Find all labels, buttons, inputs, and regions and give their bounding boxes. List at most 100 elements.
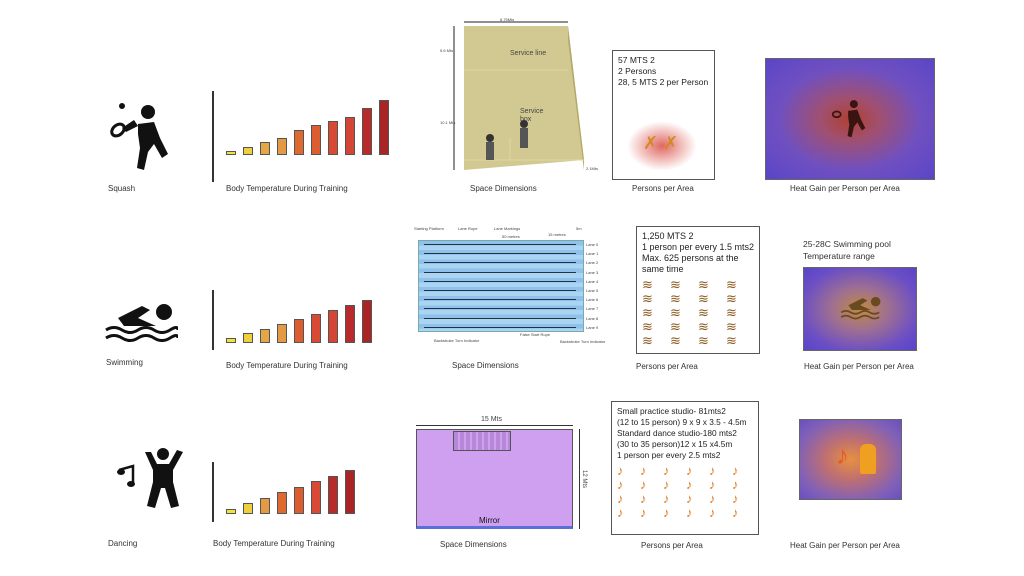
- starting-platform-label: Starting Platform: [414, 226, 444, 231]
- swimmer-icon: ≋: [726, 305, 737, 320]
- length-label: 50 metres: [502, 234, 520, 239]
- lane-label: Lane 6: [586, 297, 599, 303]
- persons-box: 57 MTS 2 2 Persons 28, 5 MTS 2 per Perso…: [612, 50, 715, 180]
- swimmer-icon: ≋: [642, 277, 653, 292]
- space-label: Space Dimensions: [470, 184, 537, 193]
- width-label: 15 Mts: [481, 416, 503, 423]
- temperature-bar: [345, 304, 355, 343]
- swimmer-icon: ≋: [726, 319, 737, 334]
- dancer-icon: ♪: [617, 505, 624, 520]
- swimmer-icon: ≋: [698, 333, 709, 348]
- swimmer-icon: ≋: [698, 305, 709, 320]
- persons-box: Small practice studio- 81mts2 (12 to 15 …: [611, 401, 759, 535]
- dancer-icon: ♪: [732, 491, 739, 506]
- dancer-icon: ♪: [640, 491, 647, 506]
- dancer-icon: ♪: [709, 491, 716, 506]
- temperature-bar: [328, 121, 338, 155]
- lane-rope: [424, 308, 576, 310]
- swimmer-icon: ≋: [670, 291, 681, 306]
- depth-label: 12 Mts: [581, 469, 588, 489]
- lane-rope: [424, 253, 576, 255]
- persons-line: Max. 625 persons at the: [642, 253, 739, 263]
- persons-label: Persons per Area: [636, 362, 698, 371]
- chart-label: Body Temperature During Training: [213, 539, 335, 548]
- stairs-icon: [453, 431, 511, 451]
- dancer-icon: ♪: [663, 491, 670, 506]
- dancer-icon: ♪: [732, 477, 739, 492]
- persons-label: Persons per Area: [632, 184, 694, 193]
- temperature-bar: [226, 338, 236, 343]
- service-box-label: Service box: [520, 108, 544, 123]
- lane-label: Lane 7: [586, 306, 599, 312]
- temperature-bar: [277, 138, 287, 155]
- temperature-bar: [328, 309, 338, 343]
- temperature-bar: [311, 125, 321, 155]
- lane-rope: [424, 326, 576, 328]
- dim-height: 2.1Mts: [586, 166, 599, 171]
- persons-line: Standard dance studio-180 mts2: [617, 428, 737, 438]
- temperature-bar: [294, 129, 304, 155]
- five-label: 5m: [576, 226, 582, 231]
- temperature-bar: [243, 333, 253, 343]
- heat-note: 25-28C Swimming pool: [803, 239, 891, 249]
- temperature-bar: [226, 150, 236, 155]
- dancer-icon: ♪: [663, 505, 670, 520]
- temperature-bar: [277, 492, 287, 514]
- temperature-bar: [294, 319, 304, 343]
- swimmer-icon: ≋: [670, 333, 681, 348]
- divider: [212, 462, 214, 522]
- service-line-label: Service line: [510, 50, 547, 57]
- swimmer-icon: ≋: [726, 291, 737, 306]
- squash-player-icon: [831, 100, 866, 138]
- temperature-bar: [311, 481, 321, 514]
- persons-box: 1,250 MTS 2 1 person per every 1.5 mts2 …: [636, 226, 761, 354]
- dancer-icon: ♪: [686, 505, 693, 520]
- dancer-icon: ♪: [640, 477, 647, 492]
- lane-rope: [424, 262, 576, 264]
- lane-label: Lane 8: [586, 315, 599, 321]
- swimmer-icon: [105, 304, 178, 342]
- pool-diagram: Lane 0 Lane 1 Lane 2 Lane 3 Lane 4 Lane 5 Lane…: [414, 224, 605, 346]
- lane-label: Lane 3: [586, 269, 599, 275]
- dancer-icon: ♪: [709, 463, 716, 478]
- lane-rope: [424, 271, 576, 273]
- persons-line: 1 person per every 1.5 mts2: [642, 242, 755, 252]
- temperature-bar: [243, 503, 253, 514]
- fifteen-label: 15 metres: [548, 232, 566, 237]
- mirror-label: Mirror: [479, 516, 500, 525]
- swimmer-icon: ≋: [698, 291, 709, 306]
- divider: [212, 91, 214, 182]
- sport-label: Dancing: [108, 539, 138, 548]
- swimmer-icon: ≋: [698, 319, 709, 334]
- temperature-bar: [243, 146, 253, 155]
- lane-label: Lane 2: [586, 260, 599, 266]
- backstroke-right-label: Backstroke Turn Indicator: [560, 339, 606, 344]
- dancer-figure: [860, 444, 876, 474]
- divider: [212, 290, 214, 350]
- temperature-bar: [260, 497, 270, 514]
- sport-label: Swimming: [106, 358, 143, 367]
- persons-line: Small practice studio- 81mts2: [617, 406, 726, 416]
- heat-gain-image: [803, 267, 917, 351]
- dim-upper: 5.6 Mts: [440, 48, 454, 53]
- temperature-bar: [277, 323, 287, 343]
- lane-markings-label: Lane Markings: [494, 226, 521, 231]
- dim-lower: 10.1 Mts: [440, 120, 456, 125]
- swimmer-icon: [840, 296, 881, 320]
- dim-width: 6.75Mts: [500, 17, 515, 22]
- heat-label: Heat Gain per Person per Area: [790, 184, 900, 193]
- dancer-icon: ♪: [686, 463, 693, 478]
- dancer-icon-grid: ♪ ♪ ♪ ♪ ♪ ♪ ♪ ♪ ♪ ♪ ♪ ♪ ♪ ♪ ♪ ♪ ♪ ♪ ♪ ♪ ♪ ♪ ♪ ♪: [617, 463, 753, 520]
- pool-lanes: [418, 240, 584, 332]
- dancer-icon: ♪: [663, 477, 670, 492]
- swimmer-icon: ≋: [726, 333, 737, 348]
- temperature-bar: [226, 508, 236, 514]
- dancer-icon: ♪: [709, 477, 716, 492]
- dimension-line: [416, 425, 573, 426]
- heat-label: Heat Gain per Person per Area: [804, 362, 914, 371]
- dancer-icon: ♪: [686, 477, 693, 492]
- dance-studio-diagram: 15 Mts 12 Mts Mirror: [415, 416, 600, 536]
- heat-glow: [627, 121, 697, 171]
- swimmer-icon: ≋: [642, 305, 653, 320]
- persons-line: (30 to 35 person)12 x 15 x4.5m: [617, 439, 733, 449]
